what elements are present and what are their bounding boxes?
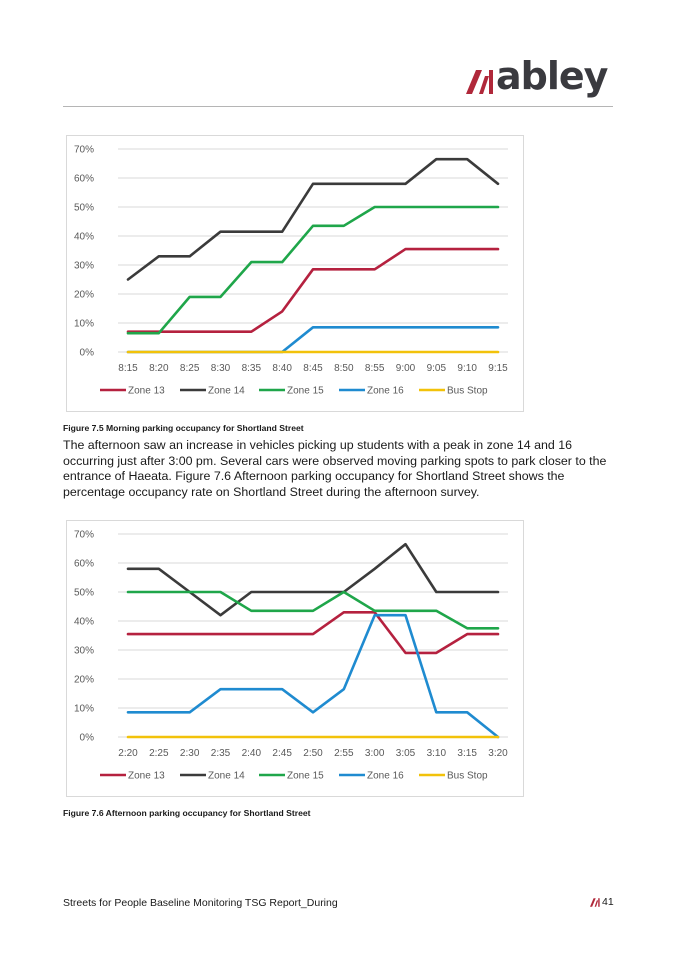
legend-label: Bus Stop [447,771,488,782]
x-tick-label: 8:15 [118,363,138,374]
legend-label: Zone 14 [208,771,245,782]
morning-occupancy-chart: 0% 10% 20% 30% 40% 50% 60% 70% 8:15 8:20 8:25 8:30 8… [66,135,524,412]
x-tick-label: 2:40 [242,748,262,759]
morning-occupancy-chart-svg: 0% 10% 20% 30% 40% 50% 60% 70% 8:15 8:20 8:25 8:30 8… [74,145,508,397]
legend-label: Zone 15 [287,771,324,782]
y-tick-label: 70% [74,530,94,541]
x-tick-label: 8:45 [303,363,323,374]
series-line-zone-15 [126,590,500,630]
y-tick-label: 10% [74,319,94,330]
x-tick-label: 9:10 [457,363,477,374]
body-paragraph: The afternoon saw an increase in vehicle… [63,438,607,499]
footer-page: 41 [590,896,615,910]
y-tick-label: 60% [74,174,94,185]
y-tick-label: 0% [80,348,95,359]
series-line-zone-15 [126,205,500,335]
legend-label: Zone 13 [128,771,165,782]
legend-label: Zone 16 [367,386,404,397]
x-tick-label: 8:40 [272,363,292,374]
y-tick-label: 30% [74,261,94,272]
x-tick-label: 9:00 [396,363,416,374]
x-tick-label: 8:30 [211,363,231,374]
x-tick-label: 8:50 [334,363,354,374]
abley-logo: abley [466,54,616,102]
x-tick-label: 8:20 [149,363,169,374]
y-tick-label: 40% [74,617,94,628]
series-line-zone-14 [126,157,500,281]
x-tick-label: 3:05 [396,748,416,759]
y-tick-label: 70% [74,145,94,156]
y-tick-label: 10% [74,704,94,715]
footer-report-title: Streets for People Baseline Monitoring T… [63,897,338,909]
series-line-zone-13 [126,611,500,655]
x-tick-label: 9:05 [427,363,447,374]
abley-mark-icon [466,70,493,94]
x-tick-label: 2:50 [303,748,323,759]
x-tick-label: 2:20 [118,748,138,759]
legend-label: Zone 14 [208,386,245,397]
y-tick-label: 0% [80,733,95,744]
figure-7-5-caption: Figure 7.5 Morning parking occupancy for… [63,423,304,433]
legend-label: Bus Stop [447,386,488,397]
x-tick-label: 2:45 [272,748,292,759]
x-tick-label: 2:55 [334,748,354,759]
legend-label: Zone 13 [128,386,165,397]
x-tick-label: 2:30 [180,748,200,759]
y-tick-label: 30% [74,646,94,657]
x-tick-label: 8:35 [242,363,262,374]
x-tick-label: 8:25 [180,363,200,374]
y-tick-label: 40% [74,232,94,243]
y-tick-label: 20% [74,290,94,301]
y-tick-label: 60% [74,559,94,570]
afternoon-occupancy-chart: 0% 10% 20% 30% 40% 50% 60% 70% 2:20 2:25 2:30 2:35 2… [66,520,524,797]
logo-text: abley [496,54,608,98]
x-tick-label: 2:25 [149,748,169,759]
figure-7-6-caption: Figure 7.6 Afternoon parking occupancy f… [63,808,311,818]
series-line-zone-16 [126,613,500,739]
x-tick-label: 8:55 [365,363,385,374]
y-tick-label: 20% [74,675,94,686]
x-tick-label: 2:35 [211,748,231,759]
page-number: 41 [602,896,614,908]
x-tick-label: 3:20 [488,748,508,759]
x-tick-label: 3:10 [427,748,447,759]
abley-mark-small-icon [590,898,600,907]
x-tick-label: 3:00 [365,748,385,759]
header-divider [63,106,613,107]
series-line-zone-14 [126,542,500,617]
x-tick-label: 3:15 [457,748,477,759]
afternoon-occupancy-chart-svg: 0% 10% 20% 30% 40% 50% 60% 70% 2:20 2:25 2:30 2:35 2… [74,530,508,782]
y-tick-label: 50% [74,203,94,214]
y-tick-label: 50% [74,588,94,599]
legend-label: Zone 16 [367,771,404,782]
x-tick-label: 9:15 [488,363,508,374]
series-line-zone-13 [126,247,500,333]
legend-label: Zone 15 [287,386,324,397]
